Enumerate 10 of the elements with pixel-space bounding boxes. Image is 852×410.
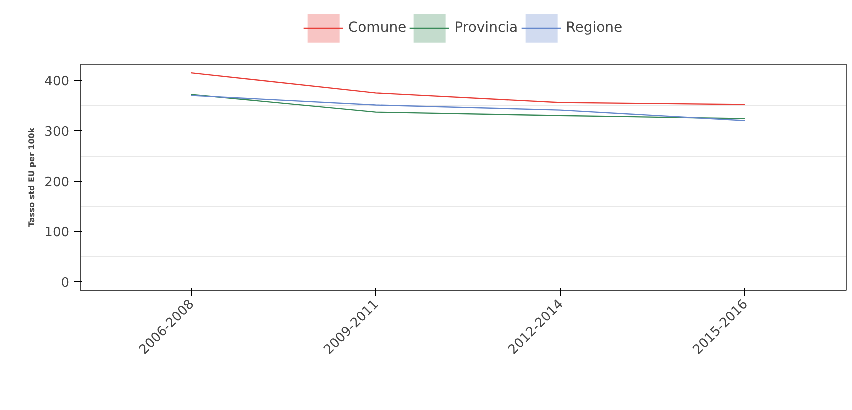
y-tick-label: 200 (44, 175, 70, 190)
legend-label: Provincia (454, 20, 518, 36)
legend-label: Regione (566, 20, 623, 36)
y-tick-label: 0 (61, 276, 70, 291)
y-tick-label: 300 (44, 124, 70, 140)
legend-label: Comune (348, 20, 407, 36)
line-series (190, 72, 746, 106)
y-tick-label: 100 (44, 226, 70, 241)
y-tick-label: 400 (44, 74, 70, 90)
y-axis-title: Tasso std EU per 100k (28, 127, 37, 228)
